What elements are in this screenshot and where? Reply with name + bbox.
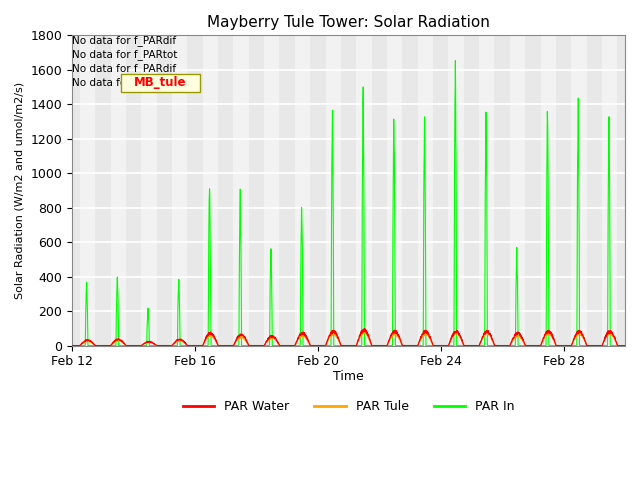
Title: Mayberry Tule Tower: Solar Radiation: Mayberry Tule Tower: Solar Radiation: [207, 15, 490, 30]
Bar: [572, 36, 587, 346]
Bar: [141, 36, 157, 346]
Legend: PAR Water, PAR Tule, PAR In: PAR Water, PAR Tule, PAR In: [178, 396, 519, 418]
Bar: [510, 36, 525, 346]
Y-axis label: Solar Radiation (W/m2 and umol/m2/s): Solar Radiation (W/m2 and umol/m2/s): [15, 82, 25, 299]
Bar: [326, 36, 341, 346]
Bar: [602, 36, 618, 346]
Bar: [111, 36, 126, 346]
Bar: [203, 36, 218, 346]
Bar: [541, 36, 556, 346]
Bar: [295, 36, 310, 346]
Bar: [80, 36, 95, 346]
Bar: [449, 36, 464, 346]
Text: No data for f_PARdif: No data for f_PARdif: [72, 63, 176, 74]
Bar: [264, 36, 280, 346]
Text: No data for f_PARdif: No data for f_PARdif: [72, 36, 176, 46]
Text: No data for f_PARtot: No data for f_PARtot: [72, 49, 177, 60]
Bar: [356, 36, 372, 346]
X-axis label: Time: Time: [333, 370, 364, 383]
Bar: [479, 36, 495, 346]
Text: MB_tule: MB_tule: [134, 76, 187, 89]
Bar: [387, 36, 403, 346]
Text: No data for f_PARtot: No data for f_PARtot: [72, 77, 177, 88]
Bar: [234, 36, 249, 346]
Bar: [172, 36, 188, 346]
Bar: [418, 36, 433, 346]
FancyBboxPatch shape: [121, 74, 200, 93]
